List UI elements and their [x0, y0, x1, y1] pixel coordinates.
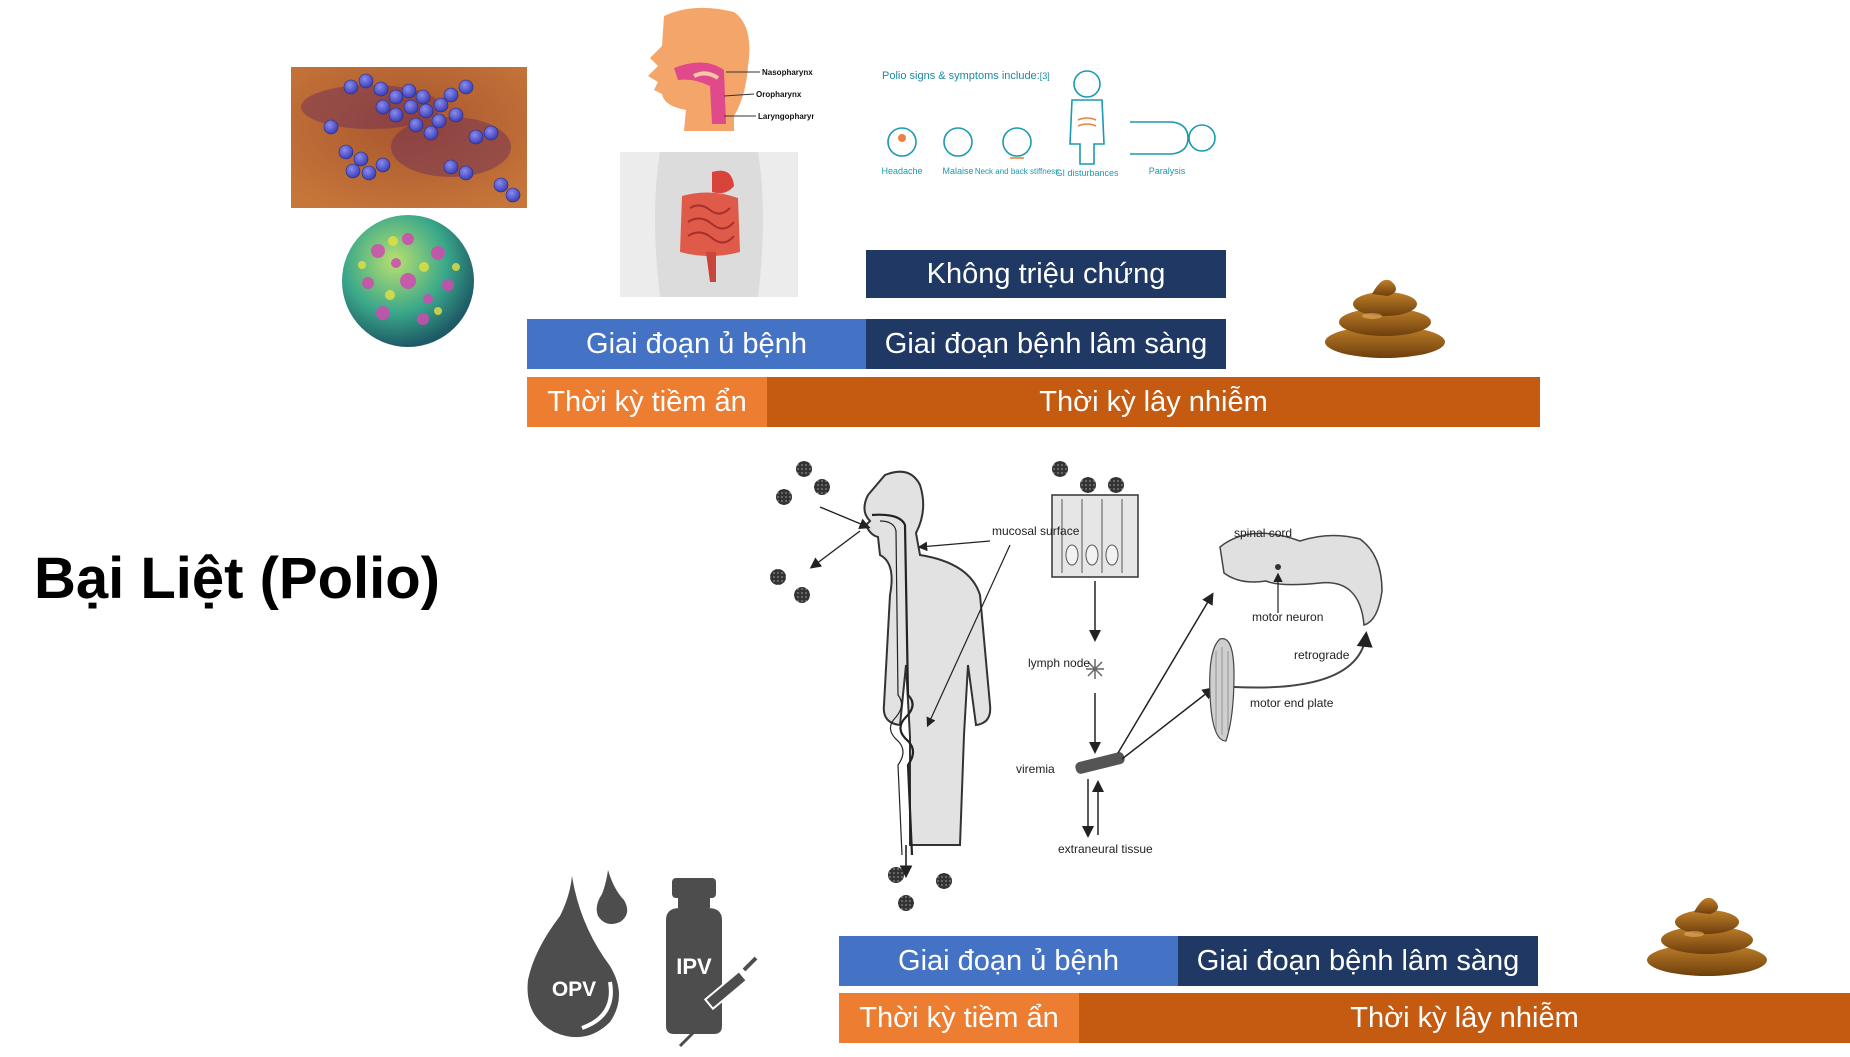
symptoms-heading: Polio signs & symptoms include:	[882, 70, 1040, 82]
stool-icon	[1644, 890, 1770, 976]
paralysis-label: Paralysis	[1149, 166, 1186, 176]
opv-vaccine-drop-icon: OPV	[520, 866, 630, 1042]
top-clinical-stage-band: Giai đoạn bệnh lâm sàng	[866, 319, 1226, 369]
malaise-label: Malaise	[942, 166, 973, 176]
motor-end-plate-label: motor end plate	[1250, 696, 1334, 710]
symptoms-infographic: Polio signs & symptoms include:[3] Heada…	[872, 64, 1232, 204]
bottom-incubation-stage-band: Giai đoạn ủ bệnh	[839, 936, 1178, 986]
bottom-clinical-stage-band: Giai đoạn bệnh lâm sàng	[1178, 936, 1538, 986]
nasopharynx-label: Nasopharynx	[762, 68, 813, 77]
extraneural-tissue-label: extraneural tissue	[1058, 842, 1153, 856]
neck-stiffness-icon	[1002, 127, 1032, 157]
laryngopharynx-label: Laryngopharynx	[758, 112, 814, 121]
stool-icon	[1322, 272, 1448, 358]
viremia-label: viremia	[1016, 762, 1055, 776]
paralysis-icon	[1130, 121, 1189, 155]
symptoms-reference: [3]	[1039, 71, 1050, 81]
virus-micrograph-image	[291, 67, 527, 208]
headache-icon	[887, 127, 917, 157]
top-latent-period-band: Thời kỳ tiềm ẩn	[527, 377, 767, 427]
malaise-icon	[943, 127, 973, 157]
poliovirus-capsid-image	[338, 211, 478, 351]
bottom-latent-period-band: Thời kỳ tiềm ẩn	[839, 993, 1079, 1043]
lymph-node-label: lymph node	[1028, 656, 1090, 670]
top-asymptomatic-band: Không triệu chứng	[866, 250, 1226, 298]
neck-stiffness-label: Neck and back stiffness	[975, 167, 1059, 176]
mucosal-surface-label: mucosal surface	[992, 524, 1080, 538]
opv-label: OPV	[552, 978, 596, 1001]
page-title: Bại Liệt (Polio)	[34, 546, 440, 611]
oropharynx-label: Oropharynx	[756, 90, 802, 99]
gi-disturbances-label: GI disturbances	[1055, 168, 1119, 178]
gi-disturbances-icon	[1073, 70, 1101, 98]
ipv-label: IPV	[676, 954, 712, 979]
throat-anatomy-image: Nasopharynx Oropharynx Laryngopharynx	[634, 6, 821, 131]
pathogenesis-diagram: mucosal surface lymph node viremia extra…	[760, 455, 1400, 925]
top-infectious-period-band: Thời kỳ lây nhiễm	[767, 377, 1540, 427]
motor-neuron-label: motor neuron	[1252, 610, 1323, 624]
bottom-infectious-period-band: Thời kỳ lây nhiễm	[1079, 993, 1850, 1043]
retrograde-label: retrograde	[1294, 648, 1350, 662]
spinal-cord-label: spinal cord	[1234, 526, 1292, 540]
intestine-anatomy-image	[620, 152, 798, 297]
top-incubation-stage-band: Giai đoạn ủ bệnh	[527, 319, 866, 369]
headache-label: Headache	[881, 166, 922, 176]
ipv-vaccine-vial-icon: IPV	[660, 876, 770, 1052]
